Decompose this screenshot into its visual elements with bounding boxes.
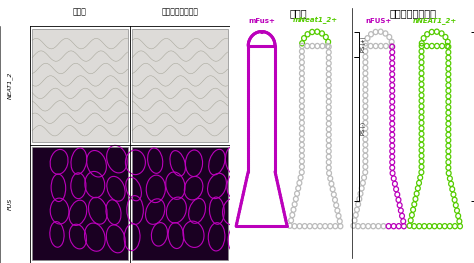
Text: ハダカデバネズミ: ハダカデバネズミ: [390, 8, 437, 18]
Text: nNEAT1_2+: nNEAT1_2+: [413, 17, 457, 24]
Text: ハダカデバネズミ: ハダカデバネズミ: [161, 7, 199, 16]
Text: PS (-): PS (-): [361, 122, 366, 135]
Text: マウス: マウス: [73, 7, 87, 16]
Text: FUS: FUS: [8, 198, 13, 210]
Text: PS (+): PS (+): [361, 37, 366, 52]
Text: mFus+: mFus+: [248, 18, 275, 24]
Text: マウス: マウス: [290, 8, 307, 18]
FancyBboxPatch shape: [32, 147, 128, 260]
Text: NEAT1_2: NEAT1_2: [8, 72, 13, 99]
FancyBboxPatch shape: [132, 147, 228, 260]
Text: mNeat1_2+: mNeat1_2+: [293, 17, 338, 24]
Text: nFUS+: nFUS+: [365, 18, 392, 24]
FancyBboxPatch shape: [132, 29, 228, 142]
FancyBboxPatch shape: [32, 29, 128, 142]
